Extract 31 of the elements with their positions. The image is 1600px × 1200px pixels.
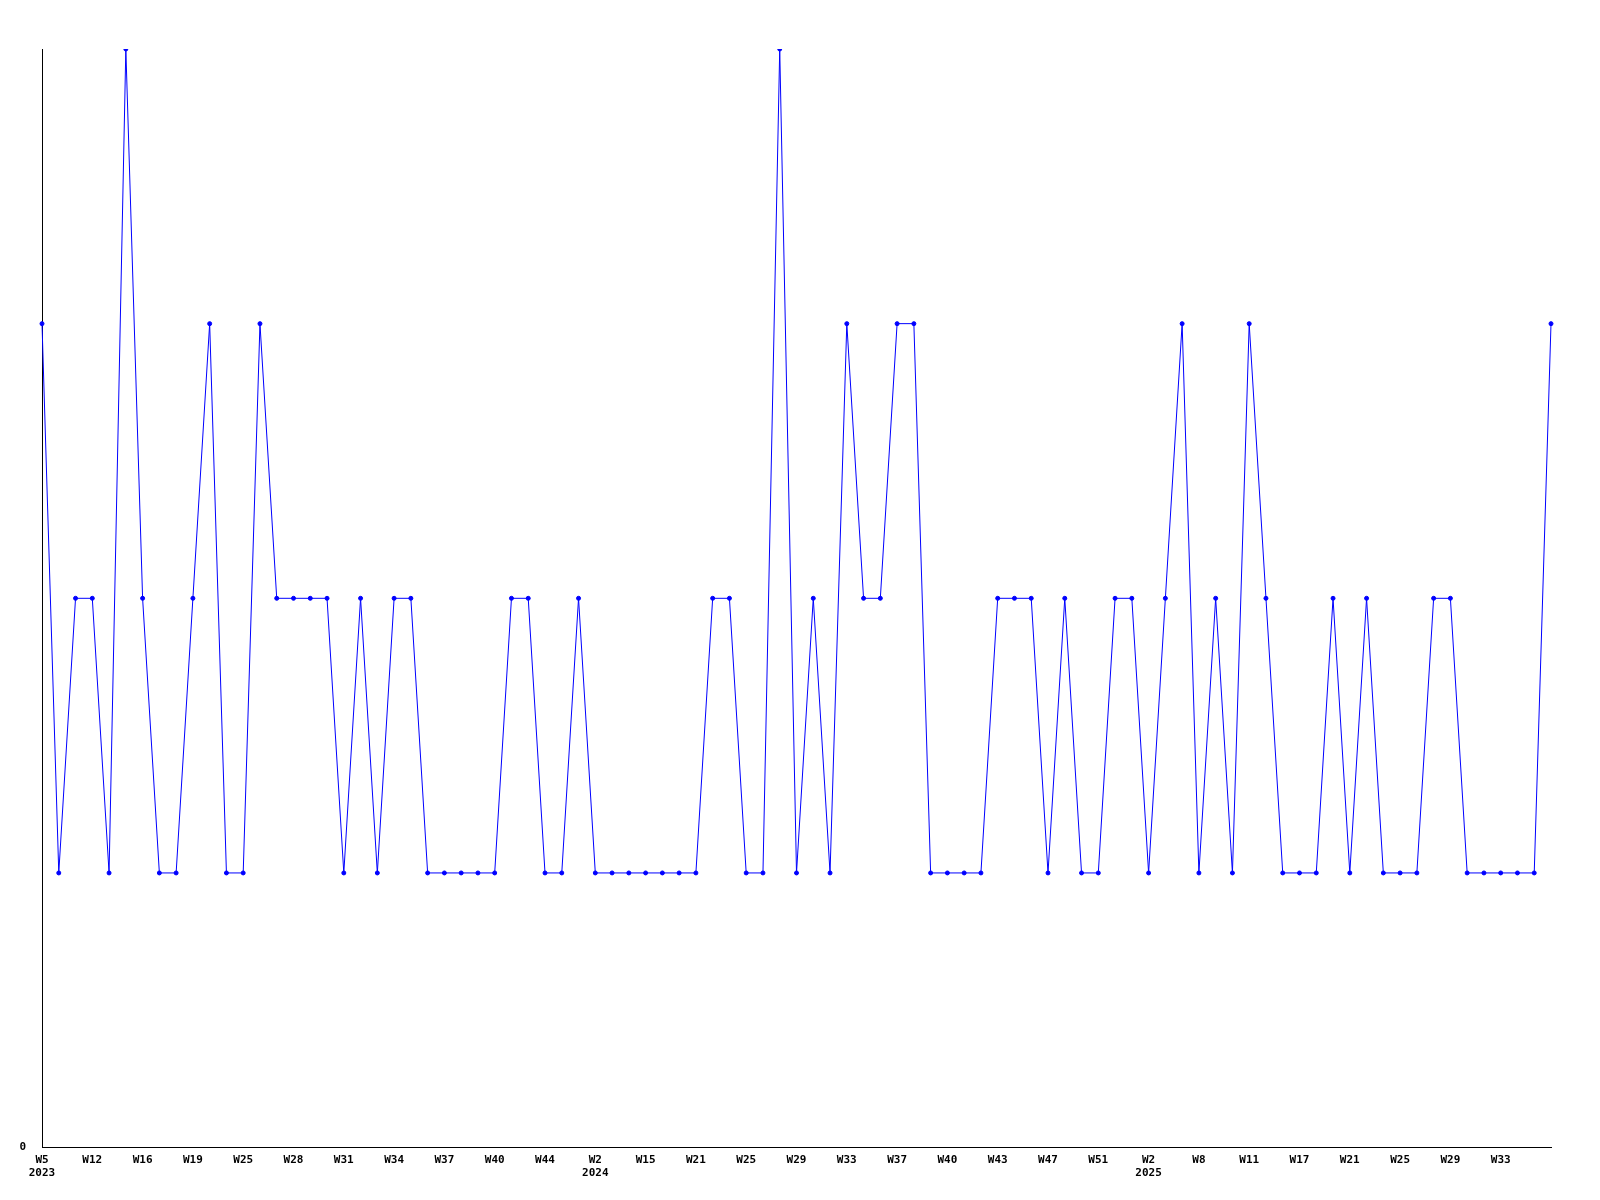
x-tick-label: W16 — [132, 1153, 153, 1167]
x-tick-label: W44 — [535, 1153, 556, 1167]
x-tick-label: W2 2024 — [582, 1153, 609, 1180]
x-tick-label: W2 2025 — [1135, 1153, 1162, 1180]
x-tick-label: W37 — [434, 1153, 455, 1167]
x-tick-label: W34 — [384, 1153, 405, 1167]
x-tick-label: W21 — [685, 1153, 707, 1167]
x-tick-label: W51 — [1088, 1153, 1109, 1167]
x-tick-label: W33 — [836, 1153, 857, 1167]
x-tick-label: W29 — [1440, 1153, 1461, 1167]
x-tick-label: W25 — [736, 1153, 757, 1167]
x-tick-label: W17 — [1289, 1153, 1310, 1167]
x-tick-label: W25 — [233, 1153, 254, 1167]
x-tick-label: W8 — [1192, 1153, 1206, 1167]
text: 0 — [19, 1140, 26, 1154]
x-tick-label: W25 — [1390, 1153, 1411, 1167]
x-tick-label: W12 — [82, 1153, 103, 1167]
x-tick-label: W40 — [484, 1153, 505, 1167]
x-tick-label: W33 — [1490, 1153, 1511, 1167]
x-tick-label: W15 — [635, 1153, 656, 1167]
x-tick-label: W47 — [1038, 1153, 1058, 1167]
x-tick-label: W19 — [182, 1153, 203, 1167]
x-tick-label: W28 — [283, 1153, 304, 1167]
x-tick-label: W5 2023 — [28, 1153, 56, 1180]
x-tick-label: W43 — [987, 1153, 1008, 1167]
x-tick-label: W11 — [1239, 1153, 1260, 1167]
x-tick-label: W21 — [1339, 1153, 1361, 1167]
x-tick-label: W29 — [786, 1153, 807, 1167]
x-tick-label: W40 — [937, 1153, 958, 1167]
x-tick-label: W37 — [887, 1153, 908, 1167]
x-tick-label: W31 — [333, 1153, 355, 1167]
